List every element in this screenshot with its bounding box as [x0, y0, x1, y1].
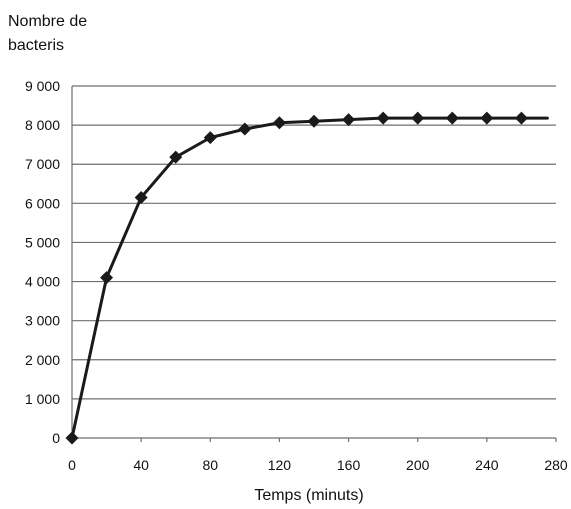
x-tick-label: 160 [337, 457, 361, 473]
series [65, 111, 549, 445]
data-point-marker [307, 114, 321, 128]
data-point-marker [65, 431, 79, 445]
axes [71, 86, 557, 442]
x-tick-label: 80 [202, 457, 218, 473]
x-tick-label: 240 [475, 457, 499, 473]
x-tick-label: 280 [544, 457, 568, 473]
gridlines [72, 85, 556, 400]
y-tick-label: 4 000 [25, 274, 60, 290]
data-point-marker [376, 111, 390, 125]
y-tick-label: 9 000 [25, 78, 60, 94]
y-axis-title-line-1: Nombre de [8, 13, 87, 30]
x-tick-labels: 0 40 80 120 160 200 240 280 [68, 457, 568, 473]
data-point-marker [514, 111, 528, 125]
y-tick-label: 0 [52, 430, 60, 446]
data-point-marker [238, 122, 252, 136]
y-tick-labels: 0 1 000 2 000 3 000 4 000 5 000 6 000 7 000 8 00… [25, 78, 60, 446]
x-axis-title: Temps (minuts) [254, 487, 363, 504]
data-point-marker [134, 190, 148, 204]
data-point-marker [203, 131, 217, 145]
x-tick-label: 120 [268, 457, 292, 473]
y-tick-label: 2 000 [25, 352, 60, 368]
y-axis-title-line-2: bacteris [8, 37, 64, 54]
data-point-marker [100, 271, 114, 285]
x-tick-label: 40 [133, 457, 149, 473]
y-tick-label: 5 000 [25, 234, 60, 250]
x-tick-label: 200 [406, 457, 430, 473]
y-tick-label: 6 000 [25, 195, 60, 211]
y-tick-label: 8 000 [25, 117, 60, 133]
data-point-marker [445, 111, 459, 125]
data-point-marker [272, 116, 286, 130]
data-point-marker [480, 111, 494, 125]
y-tick-label: 1 000 [25, 391, 60, 407]
x-tick-label: 0 [68, 457, 76, 473]
data-point-marker [342, 113, 356, 127]
series-line [70, 116, 549, 440]
data-point-marker [169, 150, 183, 164]
data-point-marker [411, 111, 425, 125]
y-tick-label: 3 000 [25, 313, 60, 329]
y-tick-label: 7 000 [25, 156, 60, 172]
